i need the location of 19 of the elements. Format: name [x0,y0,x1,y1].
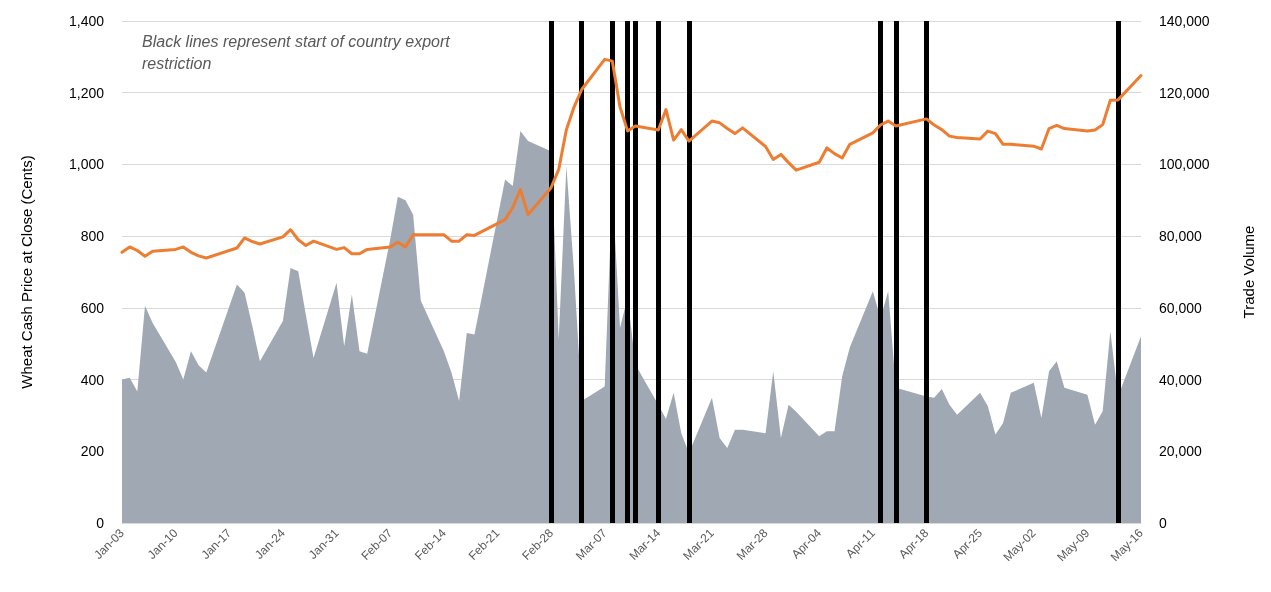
y-tick-label: 200 [80,443,105,460]
y2-axis-title: Trade Volume [1240,225,1257,319]
y2-tick-label: 20,000 [1159,443,1203,460]
y2-tick-label: 140,000 [1159,13,1210,29]
y-axis-title: Wheat Cash Price at Close (Cents) [18,155,35,389]
y2-tick-label: 40,000 [1159,371,1203,388]
y-tick-label: 1,200 [68,84,105,101]
y2-tick-label: 60,000 [1159,299,1203,316]
annotation: Black lines represent start of country export restriction [142,32,455,72]
y-tick-label: 1,400 [68,13,105,29]
y-tick-label: 400 [80,371,105,388]
y-tick-label: 600 [80,299,105,316]
y-tick-label: 800 [80,228,105,245]
y-tick-label: 1,000 [68,156,105,173]
y-tick-label: 0 [96,515,105,531]
y2-tick-label: 120,000 [1159,84,1210,101]
y2-tick-label: 100,000 [1159,156,1210,173]
y2-tick-label: 80,000 [1159,228,1203,245]
y2-tick-label: 0 [1159,515,1167,531]
